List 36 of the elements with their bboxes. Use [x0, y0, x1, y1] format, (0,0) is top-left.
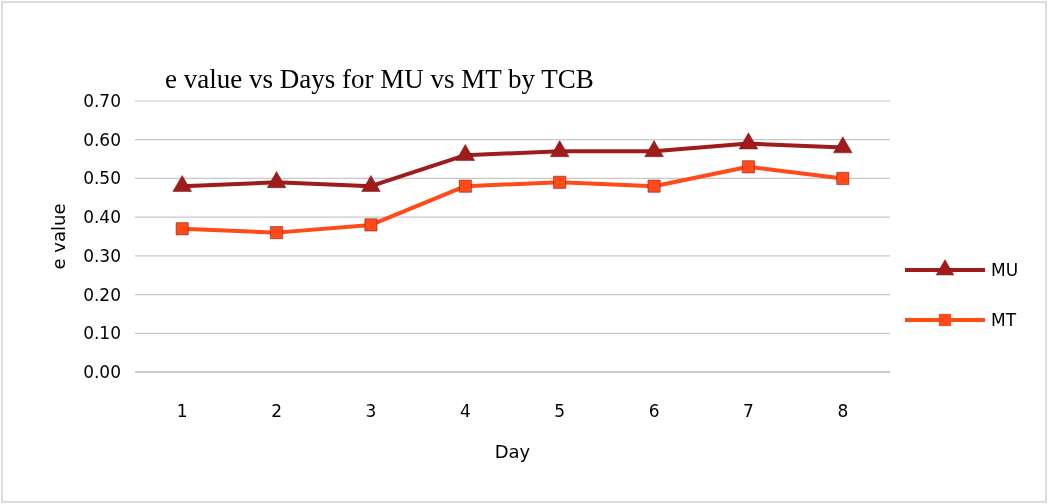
y-tick-label: 0.70 — [83, 90, 121, 111]
point — [647, 179, 661, 193]
y-tick-label: 0.00 — [83, 361, 121, 382]
chart-title: e value vs Days for MU vs MT by TCB — [165, 64, 594, 94]
legend-label: MU — [991, 259, 1019, 280]
y-axis-title: e value — [48, 203, 69, 270]
point — [361, 175, 381, 192]
y-tick-label: 0.20 — [83, 284, 121, 305]
point — [172, 175, 192, 192]
point — [644, 140, 664, 157]
point — [364, 218, 378, 232]
point — [175, 222, 189, 236]
point — [738, 132, 758, 150]
point — [458, 179, 472, 193]
point — [270, 226, 283, 239]
x-tick-label: 7 — [743, 401, 754, 421]
y-tick-label: 0.60 — [83, 129, 121, 150]
point — [267, 171, 287, 188]
point — [455, 144, 475, 161]
x-tick-label: 8 — [837, 401, 849, 421]
x-tick-label: 3 — [365, 401, 377, 421]
x-tick-label: 5 — [554, 401, 566, 421]
point — [836, 172, 850, 185]
y-tick-label: 0.30 — [83, 245, 121, 266]
y-tick-label: 0.10 — [83, 323, 121, 344]
point — [550, 140, 570, 157]
x-tick-label: 1 — [176, 401, 188, 421]
point — [833, 136, 853, 154]
y-tick-label: 0.40 — [83, 207, 121, 228]
y-tick-label: 0.50 — [83, 168, 121, 189]
x-tick-label: 6 — [648, 401, 660, 421]
x-tick-label: 4 — [459, 401, 471, 421]
point — [553, 175, 567, 189]
x-axis-title: Day — [494, 441, 531, 462]
legend-label: MT — [991, 309, 1017, 330]
x-tick-label: 2 — [271, 401, 282, 421]
